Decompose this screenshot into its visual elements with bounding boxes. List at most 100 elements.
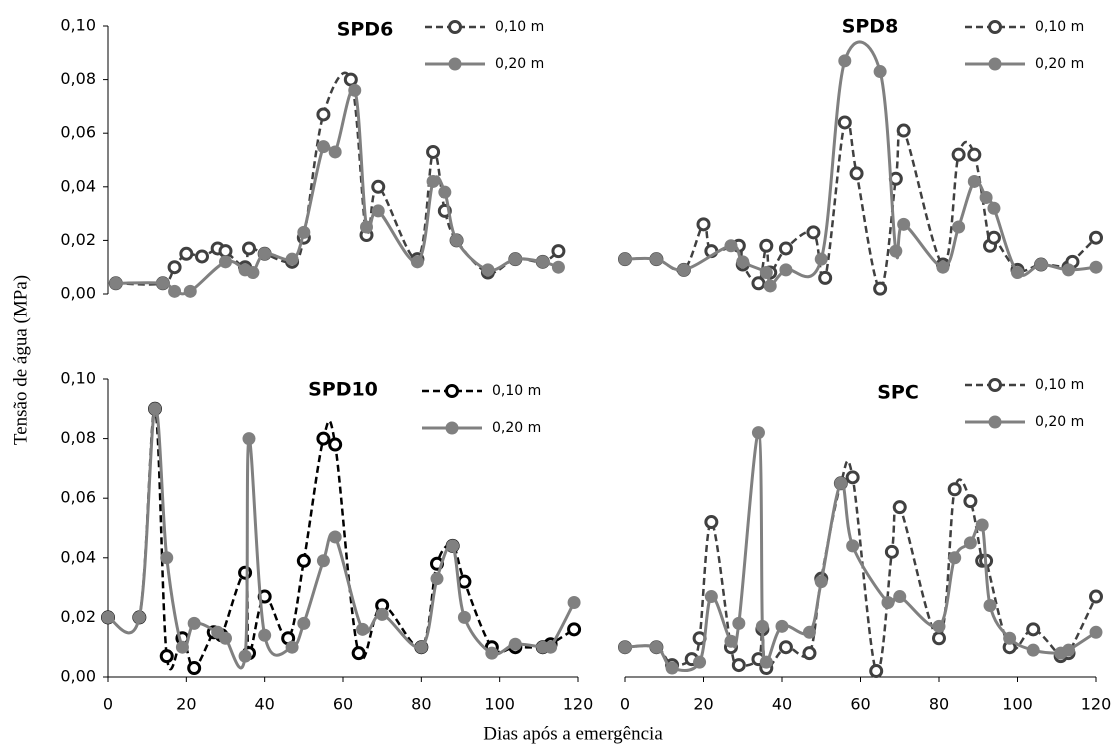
- data-point: [987, 201, 1001, 215]
- data-point: [778, 241, 793, 256]
- data-point: [693, 655, 707, 669]
- data-point: [348, 83, 362, 97]
- legend-label: 0,10 m: [492, 383, 541, 399]
- data-point: [1026, 622, 1041, 637]
- y-tick-label: 0,10: [60, 369, 96, 388]
- data-point: [731, 658, 746, 673]
- legend-marker: [445, 384, 459, 398]
- x-tick-label: 120: [1081, 695, 1112, 714]
- chart-title: SPC: [877, 382, 919, 404]
- data-point: [704, 515, 719, 530]
- data-point: [975, 518, 989, 532]
- x-tick-label: 20: [176, 695, 196, 714]
- data-point: [285, 252, 299, 266]
- data-point: [536, 255, 550, 269]
- data-point: [328, 145, 342, 159]
- series-line: [624, 40, 1097, 288]
- data-point: [884, 544, 899, 559]
- data-point: [258, 247, 272, 261]
- data-point: [179, 246, 194, 261]
- data-point: [845, 470, 860, 485]
- data-point: [508, 252, 522, 266]
- data-point: [814, 252, 828, 266]
- data-point: [242, 241, 256, 256]
- y-tick-label: 0,02: [60, 230, 96, 249]
- x-tick-label: 100: [484, 695, 515, 714]
- data-point: [696, 217, 711, 232]
- legend-marker: [988, 57, 1002, 71]
- data-point: [450, 233, 464, 247]
- data-point: [167, 260, 182, 275]
- data-point: [446, 539, 460, 553]
- data-point: [618, 640, 632, 654]
- legend-label: 0,10 m: [495, 19, 544, 35]
- x-tick-label: 40: [772, 695, 792, 714]
- data-point: [896, 123, 911, 138]
- data-point: [410, 255, 424, 269]
- y-tick-label: 0,04: [60, 176, 96, 195]
- data-point: [109, 276, 123, 290]
- data-point: [846, 539, 860, 553]
- data-point: [1089, 230, 1103, 245]
- data-point: [457, 574, 472, 589]
- data-point: [952, 220, 966, 234]
- data-point: [371, 204, 385, 218]
- data-point: [219, 631, 232, 645]
- data-point: [316, 140, 330, 154]
- data-point: [168, 284, 182, 298]
- y-tick-label: 0,00: [60, 284, 96, 303]
- data-point: [246, 266, 260, 280]
- data-point: [986, 230, 1001, 245]
- y-tick-label: 0,08: [60, 69, 96, 88]
- data-point: [849, 166, 864, 181]
- x-axis-label: Dias após a emergência: [483, 723, 663, 744]
- data-point: [297, 616, 311, 630]
- data-point: [751, 276, 766, 291]
- data-point: [132, 610, 146, 624]
- legend-label: 0,20 m: [492, 420, 541, 436]
- data-point: [818, 270, 833, 285]
- x-tick-label: 100: [1002, 695, 1033, 714]
- data-point: [485, 646, 499, 660]
- data-point: [551, 260, 565, 274]
- series-line: [115, 87, 559, 296]
- data-point: [893, 590, 907, 604]
- data-point: [677, 263, 691, 277]
- data-point: [356, 622, 370, 636]
- data-point: [873, 65, 887, 79]
- data-point: [296, 553, 311, 568]
- data-point: [932, 619, 946, 633]
- data-point: [932, 631, 946, 646]
- data-point: [873, 281, 888, 296]
- data-point: [1089, 625, 1103, 639]
- data-point: [806, 225, 821, 240]
- chart-title: SPD10: [308, 379, 378, 401]
- data-point: [704, 590, 718, 604]
- data-point: [724, 239, 738, 253]
- data-point: [242, 432, 256, 446]
- data-point: [375, 607, 389, 621]
- data-point: [360, 220, 373, 234]
- chart-title: SPD8: [842, 16, 899, 38]
- data-point: [759, 238, 774, 253]
- legend-marker: [445, 421, 459, 435]
- y-tick-label: 0,08: [60, 428, 96, 447]
- legend-label: 0,20 m: [495, 56, 544, 72]
- data-point: [316, 431, 331, 446]
- data-point: [963, 536, 977, 550]
- data-point: [759, 655, 773, 669]
- data-point: [1034, 258, 1048, 272]
- data-point: [1003, 631, 1017, 645]
- data-point: [802, 625, 816, 639]
- data-point: [316, 107, 331, 122]
- data-point: [101, 610, 115, 624]
- x-tick-label: 0: [620, 695, 630, 714]
- data-point: [649, 640, 663, 654]
- data-point: [755, 619, 769, 633]
- data-point: [414, 640, 428, 654]
- legend-label: 0,20 m: [1035, 414, 1084, 430]
- data-point: [328, 437, 343, 452]
- data-point: [732, 616, 746, 630]
- y-tick-label: 0,00: [60, 667, 96, 686]
- legend-label: 0,10 m: [1035, 377, 1084, 393]
